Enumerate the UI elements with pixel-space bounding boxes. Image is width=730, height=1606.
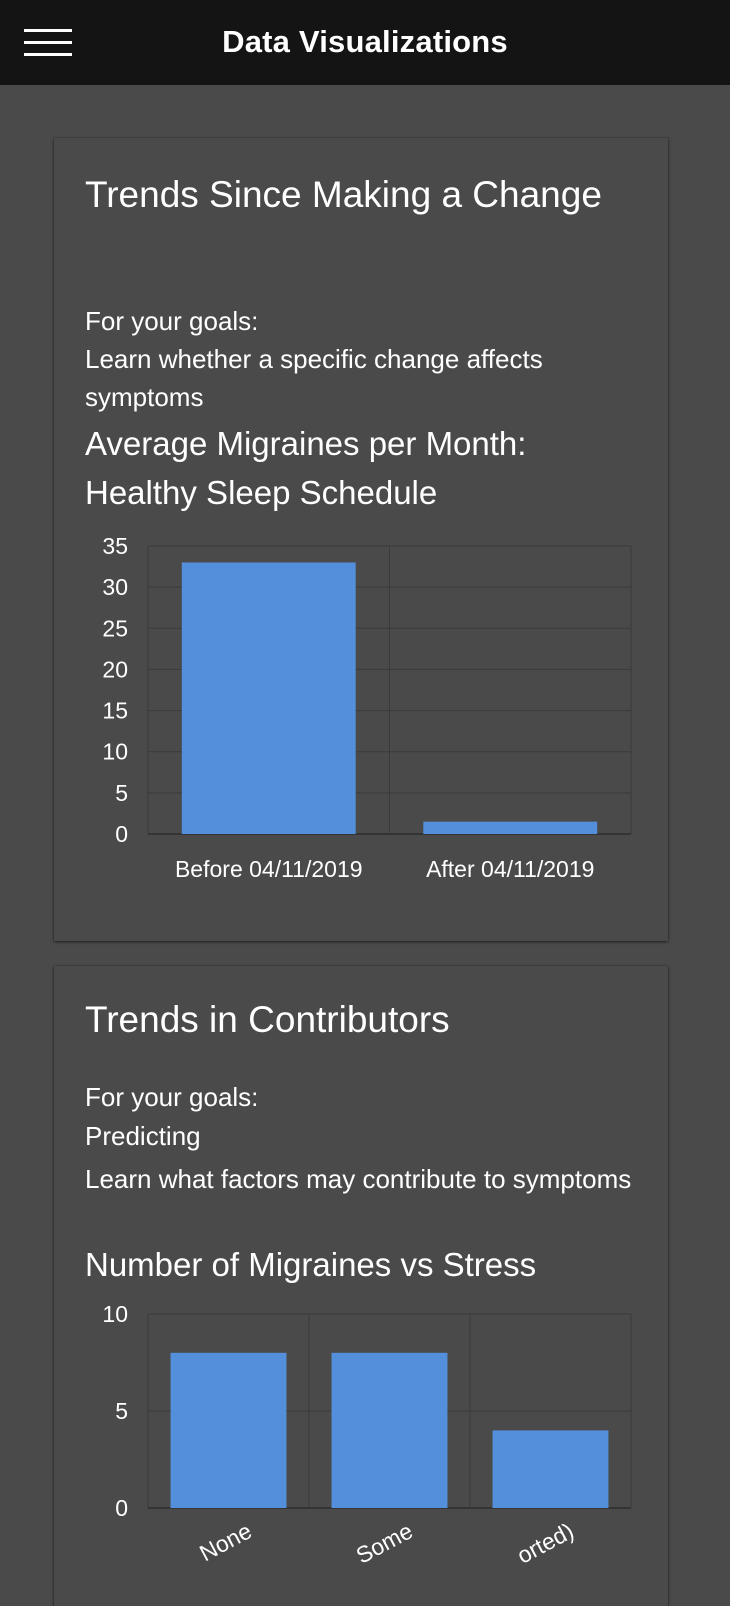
bar[interactable] xyxy=(170,1352,287,1508)
chart-subtitle: Healthy Sleep Schedule xyxy=(85,474,438,511)
trends-in-contributors-card: Trends in Contributors For your goals: P… xyxy=(54,966,668,1606)
bar[interactable] xyxy=(492,1430,609,1508)
y-tick-label: 30 xyxy=(102,574,128,600)
y-tick-label: 10 xyxy=(102,739,128,765)
migraines-vs-stress-chart: 0 5 10 None Some orted) xyxy=(102,1301,632,1569)
y-tick-label: 15 xyxy=(102,698,128,724)
bar[interactable] xyxy=(331,1352,448,1508)
y-tick-label: 20 xyxy=(102,656,128,682)
x-tick-label: Before 04/11/2019 xyxy=(175,856,363,882)
goal-item: Predicting xyxy=(85,1121,201,1151)
chart-title: Number of Migraines vs Stress xyxy=(85,1246,537,1283)
hamburger-menu-icon[interactable] xyxy=(20,24,76,62)
bar[interactable] xyxy=(423,821,598,834)
migraines-per-month-chart: 0 5 10 15 20 25 30 35 Before 04/11/2019 After 04/… xyxy=(102,533,632,882)
app-bar: Data Visualizations xyxy=(0,0,730,85)
goals-label: For your goals: xyxy=(85,1082,259,1112)
x-tick-label: After 04/11/2019 xyxy=(426,856,594,882)
goal-item: Learn what factors may contribute to sym… xyxy=(85,1164,632,1194)
card-title: Trends Since Making a Change xyxy=(85,174,602,215)
x-tick-label: None xyxy=(195,1517,256,1566)
card-title: Trends in Contributors xyxy=(85,999,450,1040)
goals-label: For your goals: xyxy=(85,306,259,336)
y-tick-label: 0 xyxy=(115,1495,128,1521)
y-tick-label: 0 xyxy=(115,821,128,847)
bar[interactable] xyxy=(181,562,356,834)
goal-item: Learn whether a specific change affects … xyxy=(85,344,543,412)
trends-since-change-card: Trends Since Making a Change For your go… xyxy=(54,138,668,941)
y-tick-label: 10 xyxy=(102,1301,128,1327)
x-tick-label: Some xyxy=(352,1517,417,1568)
y-tick-label: 5 xyxy=(115,780,128,806)
x-tick-label: orted) xyxy=(513,1517,578,1568)
y-tick-label: 5 xyxy=(115,1398,128,1424)
y-tick-label: 25 xyxy=(102,615,128,641)
chart-title: Average Migraines per Month: xyxy=(85,425,527,462)
page-title: Data Visualizations xyxy=(222,24,508,59)
y-tick-label: 35 xyxy=(102,533,128,559)
